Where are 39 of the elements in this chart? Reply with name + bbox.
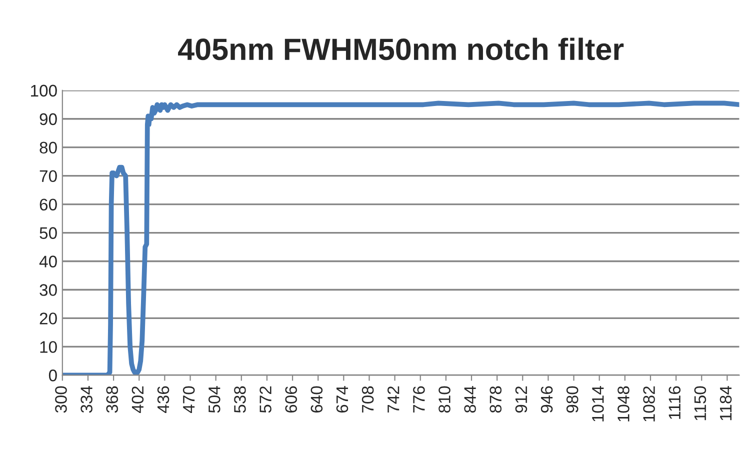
x-tick-label: 1014: [592, 386, 604, 422]
x-tick-label: 980: [566, 386, 578, 413]
x-tick-label: 844: [464, 386, 476, 413]
x-tick-label: 776: [413, 386, 425, 413]
x-tick-label: 1116: [668, 386, 681, 419]
y-tick-label: 0: [48, 370, 57, 382]
x-tick-label: 470: [182, 386, 195, 413]
y-tick-label: 100: [31, 84, 57, 97]
x-tick-label: 674: [336, 386, 348, 413]
x-tick-label: 878: [490, 386, 502, 413]
x-tick-label: 572: [260, 386, 272, 413]
x-tick-label: 368: [106, 386, 118, 413]
x-tick-label: 742: [387, 386, 400, 413]
x-tick-label: 538: [234, 386, 246, 413]
y-tick-label: 50: [40, 227, 57, 239]
y-tick-label: 60: [40, 198, 57, 211]
x-tick-label: 504: [208, 386, 220, 413]
x-tick-label: 300: [55, 386, 67, 413]
chart-title: 405nm FWHM50nm notch filter: [178, 38, 624, 60]
x-tick-label: 334: [80, 386, 92, 413]
y-tick-label: 80: [40, 142, 57, 154]
x-tick-label: 1082: [643, 386, 655, 422]
y-tick-label: 30: [40, 284, 57, 296]
x-tick-label: 606: [285, 386, 297, 413]
x-tick-label: 402: [132, 386, 144, 413]
x-tick-label: 1184: [720, 386, 732, 420]
y-tick-label: 10: [40, 341, 57, 353]
x-tick-label: 946: [540, 386, 553, 413]
x-tick-label: 436: [157, 386, 170, 413]
x-tick-label: 1150: [694, 386, 706, 420]
y-tick-label: 20: [40, 312, 57, 324]
x-tick-label: 708: [362, 386, 374, 413]
y-tick-label: 90: [40, 113, 57, 126]
x-tick-label: 1048: [618, 386, 630, 422]
y-tick-label: 40: [39, 256, 57, 268]
x-tick-label: 810: [438, 386, 450, 413]
x-tick-label: 640: [310, 386, 323, 413]
y-tick-label: 70: [40, 170, 57, 182]
x-tick-label: 912: [515, 386, 528, 413]
